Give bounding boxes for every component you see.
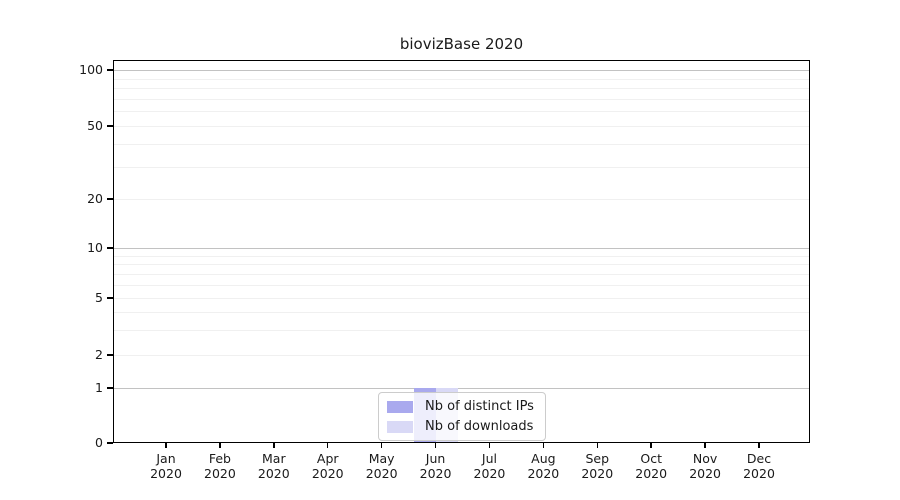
gridline-1 [114,388,809,389]
y-tick-50 [107,125,113,127]
x-tick-year: 2020 [527,466,560,481]
x-tick-month: Feb [208,451,231,466]
x-tick-label: Jul 2020 [461,451,517,481]
x-tick-label: Nov 2020 [677,451,733,481]
legend-item-downloads: Nb of downloads [387,419,537,434]
y-tick-label: 2 [95,347,103,362]
x-tick-dec [758,443,760,448]
x-tick-label: Jun 2020 [408,451,464,481]
x-tick-year: 2020 [365,466,398,481]
y-tick-0 [107,442,113,444]
y-tick-20 [107,198,113,200]
x-tick-sep [596,443,599,448]
gridline-minor-70 [114,99,809,100]
y-tick-label: 100 [79,62,103,77]
x-tick-jul [488,443,491,448]
y-tick-label: 50 [87,118,103,133]
x-tick-month: Jul [481,451,497,466]
x-tick-apr [326,443,329,448]
y-tick-10 [107,247,113,249]
x-tick-feb [219,443,221,448]
gridline-minor-6 [114,285,809,286]
x-tick-month: Jun [425,451,446,466]
x-tick-month: Oct [640,451,662,466]
gridline-minor-30 [114,167,809,168]
legend-swatch-distinct-ips [387,400,413,413]
y-tick-label: 5 [95,290,103,305]
gridline-2 [114,355,809,356]
legend: Nb of distinct IPs Nb of downloads [378,392,546,441]
x-tick-label: Aug 2020 [515,451,571,481]
y-tick-5 [107,297,113,299]
y-tick-100 [107,69,113,71]
gridline-50 [114,126,809,127]
x-tick-year: 2020 [150,466,182,481]
x-tick-month: Mar [262,451,286,466]
x-tick-label: Sep 2020 [569,451,625,481]
gridline-minor-60 [114,111,809,112]
gridline-minor-8 [114,264,809,265]
chart-title: biovizBase 2020 [399,35,524,53]
x-tick-year: 2020 [257,466,290,481]
x-tick-jan [165,443,167,448]
x-tick-label: Dec 2020 [731,451,787,481]
x-tick-year: 2020 [581,466,614,481]
plot-area [113,60,810,443]
x-tick-aug [542,443,545,448]
x-tick-oct [650,443,652,448]
x-tick-label: Feb 2020 [192,451,248,481]
x-tick-label: Mar 2020 [246,451,302,481]
x-tick-month: May [368,451,395,466]
x-tick-label: Apr 2020 [300,451,356,481]
legend-label-downloads: Nb of downloads [425,419,534,434]
gridline-minor-3 [114,330,809,331]
y-tick-2 [107,354,113,356]
x-tick-label: Oct 2020 [623,451,679,481]
gridline-5 [114,298,809,299]
legend-swatch-downloads [387,420,413,433]
y-tick-label: 1 [95,380,103,395]
legend-label-distinct-ips: Nb of distinct IPs [425,399,534,414]
x-tick-month: Jan [156,451,176,466]
y-tick-label: 20 [87,191,103,206]
gridline-minor-90 [114,79,809,80]
x-tick-month: Aug [531,451,556,466]
gridline-minor-40 [114,144,809,145]
x-tick-year: 2020 [419,466,452,481]
x-tick-year: 2020 [204,466,236,481]
gridline-minor-9 [114,256,809,257]
y-tick-label: 0 [95,435,103,450]
gridline-minor-7 [114,274,809,275]
gridline-10 [114,248,809,249]
x-tick-year: 2020 [311,466,344,481]
x-tick-year: 2020 [689,466,721,481]
gridline-100 [114,70,809,71]
x-tick-month: Apr [316,451,339,466]
x-tick-year: 2020 [635,466,668,481]
x-tick-month: Dec [746,451,772,466]
legend-item-distinct-ips: Nb of distinct IPs [387,399,537,414]
x-tick-label: May 2020 [354,451,410,481]
y-tick-label: 10 [87,240,103,255]
gridline-20 [114,199,809,200]
gridline-minor-80 [114,88,809,89]
x-tick-mar [273,443,275,448]
x-tick-may [380,443,383,448]
x-tick-month: Nov [692,451,718,466]
x-tick-year: 2020 [743,466,775,481]
x-tick-nov [704,443,706,448]
x-tick-jun [434,443,437,448]
x-tick-month: Sep [585,451,610,466]
y-tick-1 [107,387,113,389]
x-tick-label: Jan 2020 [138,451,194,481]
x-tick-year: 2020 [473,466,506,481]
gridline-minor-4 [114,312,809,313]
